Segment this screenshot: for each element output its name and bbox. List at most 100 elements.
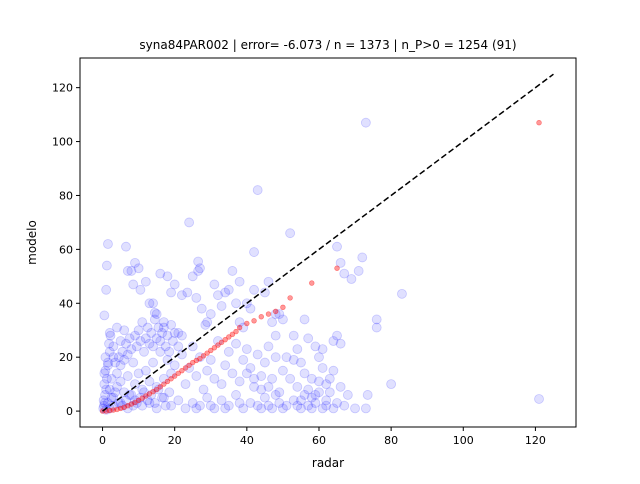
scatter-point — [133, 263, 144, 274]
y-tick-label: 80 — [59, 189, 73, 202]
quantile-point — [272, 308, 279, 315]
quantile-point — [193, 357, 200, 364]
scatter-point — [182, 287, 193, 298]
scatter-point — [332, 241, 342, 252]
scatter-point — [209, 403, 220, 414]
quantile-point — [200, 353, 207, 359]
scatter-point — [135, 284, 146, 295]
scatter-point — [288, 330, 299, 341]
scatter-point — [205, 309, 216, 319]
scatter-point — [177, 290, 187, 301]
scatter-point — [126, 344, 137, 355]
scatter-point — [252, 185, 263, 195]
scatter-point — [285, 228, 296, 239]
scatter-point — [216, 379, 227, 390]
scatter-point — [205, 354, 216, 365]
scatter-point — [187, 341, 198, 352]
scatter-point — [166, 400, 176, 411]
scatter-point — [164, 387, 175, 398]
scatter-point — [151, 333, 162, 344]
scatter-point — [144, 298, 155, 309]
scatter-point — [153, 384, 164, 395]
quantile-point — [128, 401, 135, 407]
scatter-point — [195, 263, 205, 274]
scatter-point — [108, 400, 119, 411]
scatter-point — [104, 346, 115, 357]
scatter-point — [149, 398, 160, 408]
quantile-point — [117, 405, 124, 412]
scatter-point — [100, 390, 110, 400]
quantile-point — [258, 314, 264, 320]
x-tick-label: 120 — [525, 434, 546, 447]
y-tick-label: 0 — [66, 405, 73, 418]
scatter-point — [130, 257, 140, 268]
scatter-point — [137, 317, 148, 328]
scatter-point — [234, 398, 245, 408]
scatter-point — [103, 357, 113, 368]
scatter-point — [278, 314, 288, 325]
scatter-point — [324, 373, 335, 384]
scatter-point — [149, 307, 160, 318]
scatter-point — [135, 392, 146, 403]
scatter-point — [360, 403, 371, 414]
scatter-point — [169, 279, 180, 290]
scatter-point — [234, 276, 245, 287]
scatter-point — [314, 376, 324, 387]
scatter-point — [101, 384, 112, 395]
scatter-point — [151, 403, 162, 414]
scatter-point — [314, 387, 324, 398]
scatter-point — [328, 336, 339, 346]
scatter-point — [122, 403, 133, 414]
scatter-point — [534, 394, 544, 404]
plot-frame — [79, 57, 577, 428]
scatter-point — [346, 274, 357, 284]
scatter-point — [112, 368, 122, 379]
scatter-point — [158, 317, 169, 328]
scatter-point — [205, 400, 216, 411]
quantile-point — [107, 407, 113, 414]
y-tick-label: 40 — [59, 297, 73, 310]
scatter-point — [135, 336, 146, 346]
scatter-point — [259, 357, 270, 368]
quantile-point — [265, 311, 272, 317]
scatter-point — [166, 368, 176, 379]
y-axis-label: modelo — [25, 220, 39, 265]
quantile-point — [171, 373, 178, 379]
scatter-point — [101, 260, 112, 271]
scatter-point — [234, 317, 245, 328]
scatter-point — [317, 344, 328, 355]
quantile-point — [157, 384, 163, 390]
scatter-point — [104, 328, 115, 338]
scatter-point — [191, 371, 202, 381]
scatter-point — [106, 392, 117, 403]
scatter-point — [106, 373, 117, 384]
quantile-point — [153, 386, 160, 393]
scatter-point — [169, 360, 180, 371]
quantile-point — [218, 339, 225, 346]
scatter-point — [220, 360, 231, 371]
scatter-point — [169, 328, 180, 338]
scatter-point — [160, 400, 171, 411]
scatter-point — [162, 330, 173, 341]
scatter-point — [139, 346, 149, 357]
scatter-point — [256, 403, 267, 414]
scatter-point — [108, 341, 119, 352]
scatter-point — [146, 390, 157, 400]
scatter-point — [195, 400, 205, 411]
x-tick-label: 40 — [240, 434, 254, 447]
scatter-point — [187, 271, 198, 282]
scatter-point — [115, 336, 126, 346]
x-tick-label: 0 — [99, 434, 106, 447]
scatter-point — [339, 268, 350, 279]
scatter-point — [357, 252, 368, 263]
scatter-point — [117, 400, 128, 411]
scatter-point — [296, 395, 306, 406]
quantile-point — [135, 397, 142, 404]
scatter-point — [153, 322, 164, 333]
quantile-point — [143, 393, 149, 399]
scatter-point — [200, 319, 211, 330]
scatter-point — [263, 400, 274, 411]
scatter-point — [209, 373, 220, 384]
scatter-point — [112, 381, 122, 392]
